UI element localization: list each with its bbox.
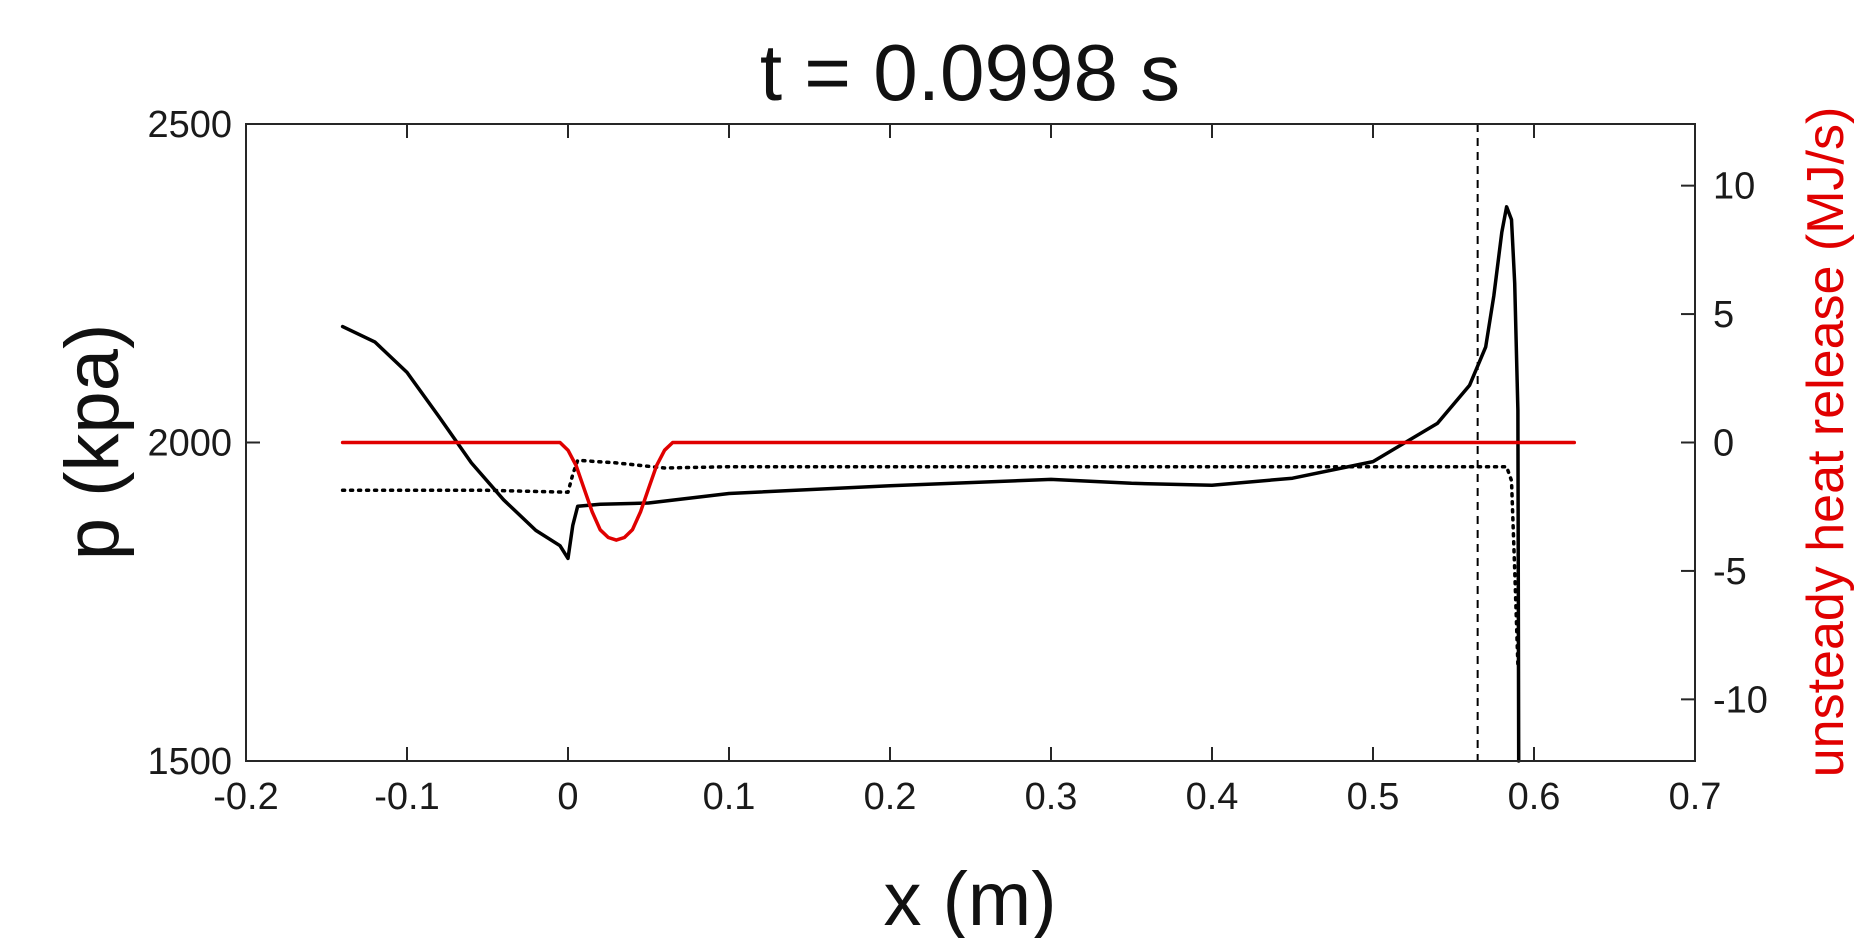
y-right-tick-label: -10 [1713,679,1768,721]
y-axis-right-title: unsteady heat release (MJ/s) [1797,107,1855,778]
x-tick-label: 0.3 [1025,776,1078,818]
x-tick-label: 0.2 [864,776,917,818]
series-line-mean-pressure [340,458,1520,668]
x-axis-title: x (m) [883,857,1056,938]
x-tick-label: 0.5 [1347,776,1400,818]
x-tick-label: 0.4 [1186,776,1239,818]
series-line-pressure [340,205,1521,763]
y-right-tick-label: -5 [1713,551,1747,593]
y-right-tick-label: 0 [1713,423,1734,465]
x-tick-label: 0 [557,776,578,818]
x-tick-label: -0.2 [213,776,278,818]
x-tick-label: 0.6 [1508,776,1561,818]
axes: -0.2 -0.1 0 0.1 0.2 0.3 0.4 0.5 0.6 0.7 1500 2000 25… [147,104,1767,818]
series-line-heat-release [340,440,1577,542]
chart-title: t = 0.0998 s [760,28,1180,117]
y-left-tick-label: 2000 [147,423,232,465]
y-left-tick-label: 1500 [147,741,232,783]
y-axis-left-title: p (kpa) [50,324,135,561]
y-left-tick-label: 2500 [147,104,232,146]
x-tick-label: 0.7 [1669,776,1722,818]
x-tick-label: -0.1 [374,776,439,818]
x-tick-label: 0.1 [703,776,756,818]
y-right-tick-label: 5 [1713,294,1734,336]
y-right-tick-label: 10 [1713,166,1755,208]
plot-area [340,124,1577,763]
